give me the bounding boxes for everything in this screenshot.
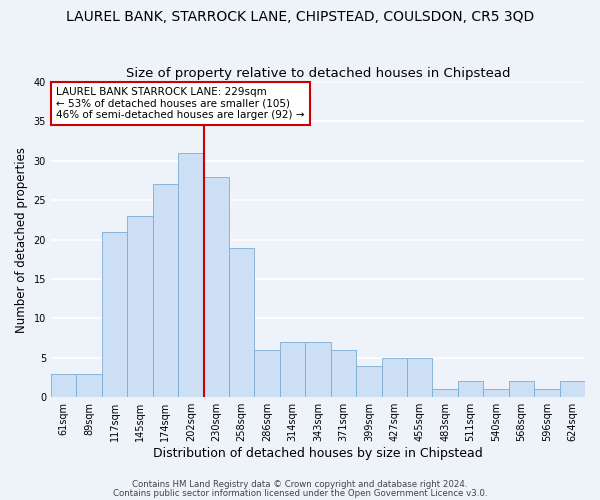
Y-axis label: Number of detached properties: Number of detached properties [15, 146, 28, 332]
Bar [254, 350, 280, 397]
Bar [203, 176, 229, 397]
Bar [229, 248, 254, 397]
Bar [534, 390, 560, 397]
Bar [356, 366, 382, 397]
Bar [102, 232, 127, 397]
Bar [483, 390, 509, 397]
Bar [458, 382, 483, 397]
Bar [152, 184, 178, 397]
X-axis label: Distribution of detached houses by size in Chipstead: Distribution of detached houses by size … [153, 447, 483, 460]
Bar [560, 382, 585, 397]
Bar [51, 374, 76, 397]
Text: LAUREL BANK STARROCK LANE: 229sqm
← 53% of detached houses are smaller (105)
46%: LAUREL BANK STARROCK LANE: 229sqm ← 53% … [56, 87, 305, 120]
Title: Size of property relative to detached houses in Chipstead: Size of property relative to detached ho… [126, 66, 510, 80]
Bar [280, 342, 305, 397]
Bar [305, 342, 331, 397]
Bar [509, 382, 534, 397]
Text: LAUREL BANK, STARROCK LANE, CHIPSTEAD, COULSDON, CR5 3QD: LAUREL BANK, STARROCK LANE, CHIPSTEAD, C… [66, 10, 534, 24]
Bar [331, 350, 356, 397]
Text: Contains public sector information licensed under the Open Government Licence v3: Contains public sector information licen… [113, 489, 487, 498]
Bar [127, 216, 152, 397]
Bar [76, 374, 102, 397]
Bar [178, 153, 203, 397]
Bar [433, 390, 458, 397]
Bar [382, 358, 407, 397]
Text: Contains HM Land Registry data © Crown copyright and database right 2024.: Contains HM Land Registry data © Crown c… [132, 480, 468, 489]
Bar [407, 358, 433, 397]
